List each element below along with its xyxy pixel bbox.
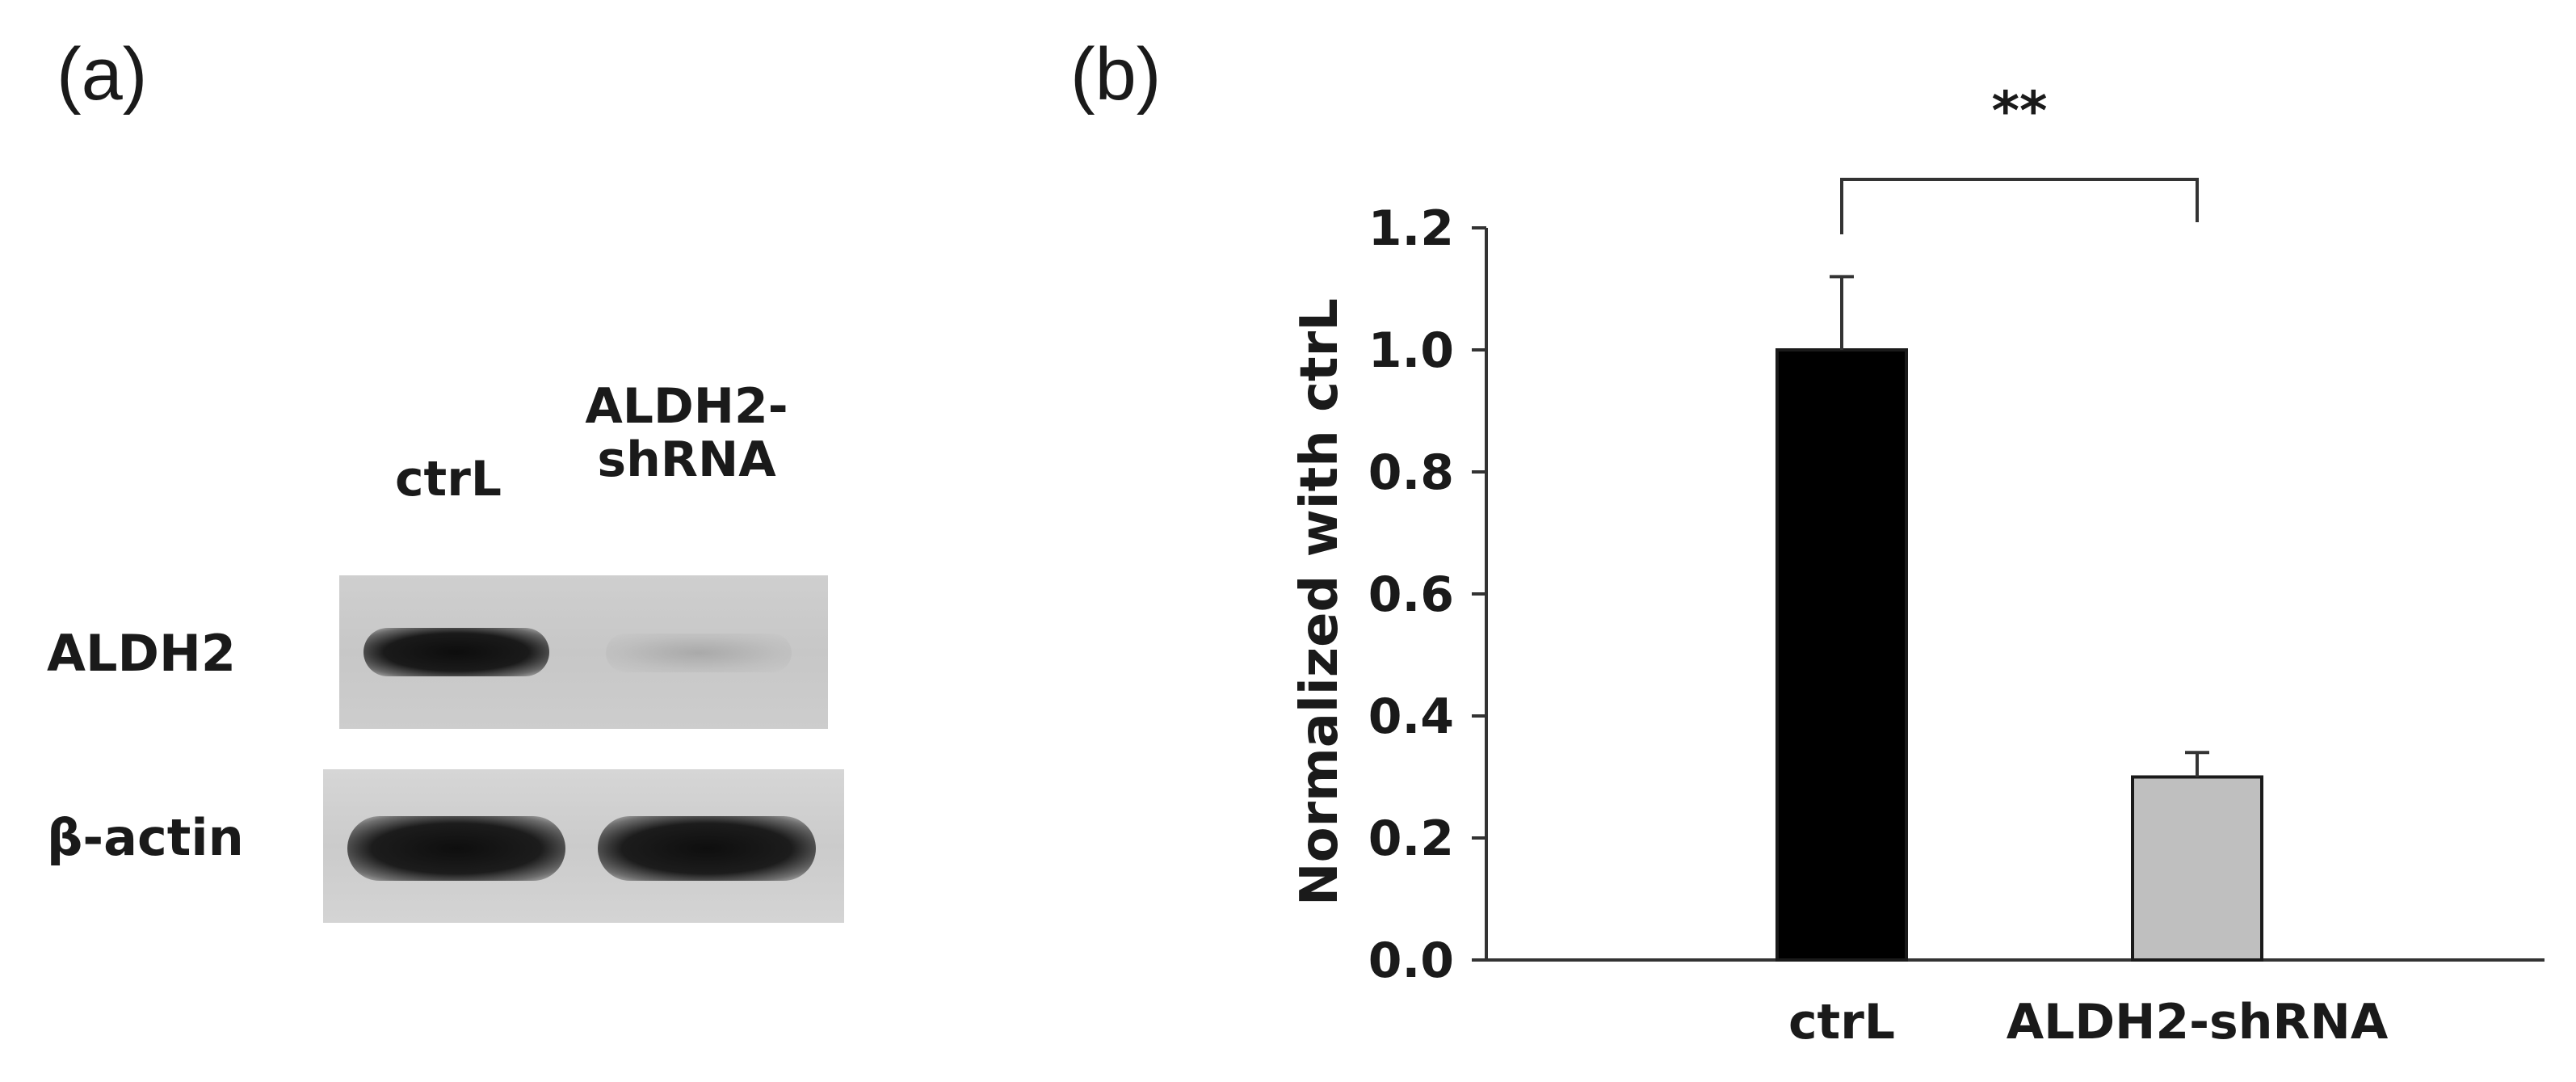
protein-label-aldh2: ALDH2	[47, 624, 236, 683]
y-tick-label: 0.4	[1368, 688, 1454, 745]
y-tick-label: 0.0	[1368, 933, 1454, 989]
panel-b-label: (b)	[1070, 33, 1162, 116]
lane-label-ctrl: ctrL	[394, 451, 502, 507]
protein-label-beta-actin: β-actin	[47, 808, 244, 867]
blot-strip-beta-actin	[323, 769, 844, 923]
significance-label: **	[1991, 80, 2047, 142]
blot-strip-aldh2	[339, 575, 828, 729]
bar-ctrl	[1775, 348, 1908, 962]
y-tick-label: 1.2	[1368, 200, 1454, 257]
y-tick-label: 0.8	[1368, 444, 1454, 501]
bar-aldh2-shrna	[2131, 775, 2263, 962]
significance-bracket	[1840, 178, 2199, 234]
y-tick-label: 0.2	[1368, 810, 1454, 867]
band-actin-shrna	[598, 816, 816, 881]
band-actin-ctrl	[347, 816, 565, 881]
y-tick-label: 0.6	[1368, 566, 1454, 623]
panel-a-label: (a)	[57, 33, 148, 116]
y-tick-label: 1.0	[1368, 322, 1454, 379]
x-tick-label: ALDH2-shRNA	[2007, 994, 2389, 1050]
band-aldh2-shrna	[606, 634, 792, 672]
band-aldh2-ctrl	[363, 628, 549, 676]
y-axis-label: Normalized with ctrL	[1290, 298, 1350, 906]
x-tick-label: ctrL	[1788, 994, 1895, 1050]
lane-label-aldh2-shrna: ALDH2- shRNA	[585, 378, 788, 488]
